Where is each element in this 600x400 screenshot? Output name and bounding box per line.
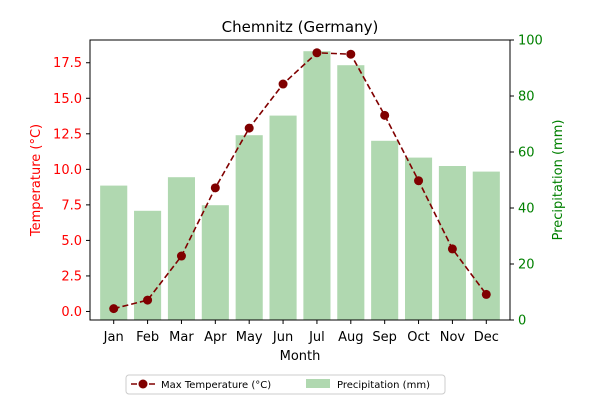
y-left-tick-label: 2.5: [61, 269, 82, 284]
y-axis-left-label: Temperature (°C): [29, 124, 44, 237]
x-tick-label: Jan: [103, 330, 124, 345]
temperature-line-path: [113, 51, 487, 310]
temperature-point: [447, 244, 457, 254]
y-left-tick-label: 7.5: [61, 198, 82, 213]
legend-label-temperature: Max Temperature (°C): [161, 380, 271, 391]
precipitation-bar: [303, 51, 331, 320]
x-tick-label: Oct: [407, 330, 429, 345]
temperature-point: [278, 79, 288, 89]
precipitation-bar: [337, 65, 365, 320]
plot-frame: [89, 39, 511, 321]
y-right-tick-label: 40: [518, 202, 535, 217]
precipitation-bar: [438, 166, 466, 320]
x-tick-label: Jun: [272, 330, 293, 345]
y-right-tick-label: 80: [518, 90, 535, 105]
temperature-point: [109, 304, 119, 314]
temperature-point: [346, 49, 356, 59]
x-axis: Jan Feb Mar Apr May Jun Jul Aug Sep Oct Nov Dec: [103, 320, 499, 345]
precipitation-bar: [167, 177, 195, 320]
x-tick-label: Apr: [204, 330, 227, 345]
x-axis-label: Month: [280, 349, 321, 364]
x-tick-label: Aug: [338, 330, 363, 345]
chart-title: Chemnitz (Germany): [222, 18, 379, 36]
y-left-tick-label: 5.0: [61, 234, 82, 249]
legend-label-precipitation: Precipitation (mm): [337, 380, 430, 391]
y-left-tick-label: 17.5: [53, 56, 82, 71]
precipitation-bar: [235, 135, 263, 320]
precipitation-bars: [100, 51, 500, 320]
y-left-tick-label: 10.0: [53, 163, 82, 178]
legend-bar-swatch: [306, 379, 330, 388]
y-right-tick-label: 20: [518, 258, 535, 273]
temperature-point: [143, 295, 153, 305]
legend: Max Temperature (°C) Precipitation (mm): [125, 374, 446, 395]
x-tick-label: Nov: [440, 330, 466, 345]
temperature-line: [109, 48, 491, 314]
y-right-tick-label: 0: [518, 314, 526, 329]
legend-box: [125, 374, 446, 395]
y-axis-right-label: Precipitation (mm): [551, 120, 566, 241]
temperature-point: [210, 183, 220, 193]
y-left-tick-label: 15.0: [53, 92, 82, 107]
y-axis-left: 0.0 2.5 5.0 7.5 10.0 12.5 15.0 17.5: [53, 56, 90, 320]
y-right-tick-label: 60: [518, 146, 535, 161]
x-tick-label: Mar: [169, 330, 194, 345]
temperature-point: [380, 110, 390, 120]
precipitation-bar: [269, 115, 297, 320]
x-tick-label: Feb: [136, 330, 159, 345]
y-axis-right: 0 20 40 60 80 100: [510, 34, 543, 329]
x-tick-label: Sep: [372, 330, 397, 345]
temperature-point: [176, 251, 186, 261]
x-tick-label: May: [236, 330, 263, 345]
temperature-point: [481, 289, 491, 299]
y-right-tick-label: 100: [518, 34, 543, 49]
y-left-tick-label: 12.5: [53, 127, 82, 142]
temperature-point: [244, 123, 254, 133]
precipitation-bar: [201, 205, 229, 320]
temperature-point: [414, 176, 424, 186]
y-left-tick-label: 0.0: [61, 305, 82, 320]
x-tick-label: Jul: [308, 330, 325, 345]
precipitation-bar: [100, 185, 128, 320]
legend-marker-swatch: [138, 379, 148, 389]
temperature-point: [312, 48, 322, 58]
precipitation-bar: [371, 140, 399, 320]
x-tick-label: Dec: [474, 330, 499, 345]
